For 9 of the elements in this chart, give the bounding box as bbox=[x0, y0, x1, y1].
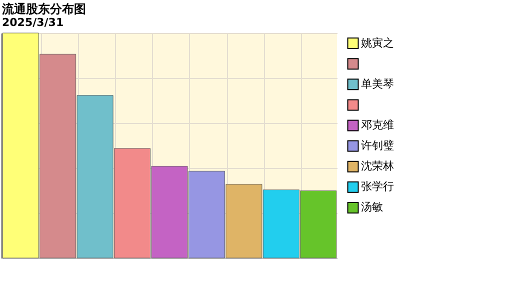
legend-label: 姚寅之 bbox=[361, 36, 394, 50]
legend-label: 许钊璧 bbox=[361, 139, 394, 152]
legend-label: 沈荣林 bbox=[361, 160, 394, 173]
chart-title: 流通股东分布图 bbox=[1, 2, 86, 16]
legend-label: 张学行 bbox=[361, 180, 394, 194]
legend-label: 汤敏 bbox=[361, 200, 383, 214]
legend-label: 邓克维 bbox=[361, 118, 394, 132]
legend-label: 单美琴 bbox=[361, 77, 394, 90]
chart-subtitle: 2025/3/31 bbox=[2, 16, 64, 29]
